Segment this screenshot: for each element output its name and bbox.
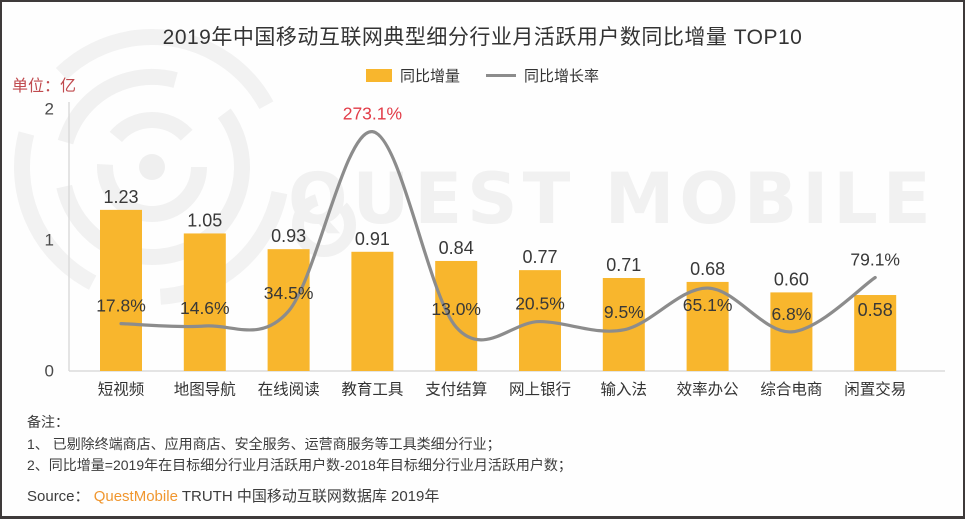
category-label: 支付结算	[425, 380, 487, 399]
category-label: 地图导航	[174, 381, 236, 399]
bar-value-label: 0.71	[606, 255, 641, 275]
category-label: 输入法	[601, 381, 648, 399]
bar-value-label: 0.68	[690, 259, 725, 279]
bar	[519, 270, 561, 371]
category-label: 效率办公	[677, 381, 739, 399]
bar	[267, 249, 310, 371]
y-tick-label: 1	[45, 231, 54, 250]
bar-value-label: 0.77	[522, 247, 557, 267]
growth-rate-label: 65.1%	[683, 295, 733, 315]
bar-value-label: 0.60	[774, 269, 809, 289]
growth-rate-label: 273.1%	[343, 104, 402, 124]
growth-rate-label: 17.8%	[96, 296, 146, 316]
bar	[602, 277, 645, 371]
y-tick-label: 2	[45, 100, 54, 119]
bar-legend-label: 同比增量	[399, 68, 460, 85]
source-suffix: TRUTH 中国移动互联网数据库 2019年	[181, 488, 440, 505]
line-legend-label: 同比增长率	[524, 68, 600, 85]
source-line: Source： QuestMobile TRUTH 中国移动互联网数据库 201…	[27, 485, 439, 506]
bar-value-label: 1.05	[187, 210, 222, 230]
growth-rate-label: 6.8%	[771, 304, 811, 324]
growth-rate-label: 13.0%	[431, 299, 481, 319]
growth-rate-label: 79.1%	[850, 250, 900, 270]
note-line-1: 1、 已剔除终端商店、应用商店、安全服务、运营商服务等工具类细分行业；	[27, 435, 501, 452]
source-brand: QuestMobile	[93, 488, 178, 505]
line-legend-swatch-icon	[486, 74, 516, 77]
bar	[435, 260, 478, 371]
bar	[686, 281, 729, 371]
category-label: 在线阅读	[258, 381, 320, 399]
bar	[770, 292, 813, 371]
bar-legend-swatch-icon	[365, 69, 392, 82]
bar	[100, 209, 142, 371]
bar-value-label: 1.23	[103, 187, 138, 207]
bar-value-label: 0.58	[858, 300, 893, 320]
note-line-2: 2、同比增量=2019年在目标细分行业月活跃用户数-2018年目标细分行业月活跃…	[27, 457, 572, 473]
quest-mobile-text-watermark: QUEST MOBILE	[288, 158, 936, 240]
source-prefix: Source：	[27, 488, 90, 505]
legend: 同比增量 同比增长率	[2, 65, 963, 86]
y-tick-label: 0	[45, 362, 54, 381]
growth-rate-label: 9.5%	[604, 302, 644, 322]
growth-rate-label: 14.6%	[180, 298, 230, 318]
category-label: 闲置交易	[844, 381, 906, 399]
notes-heading: 备注：	[27, 414, 69, 430]
growth-rate-label: 20.5%	[515, 294, 565, 314]
bar-value-label: 0.84	[439, 238, 474, 258]
category-label: 教育工具	[341, 381, 403, 399]
notes-block: 备注： 1、 已剔除终端商店、应用商店、安全服务、运营商服务等工具类细分行业； …	[27, 412, 572, 477]
category-label: 网上银行	[509, 381, 571, 399]
bar	[183, 233, 226, 371]
growth-rate-label: 34.5%	[264, 283, 314, 303]
bar	[854, 295, 897, 371]
chart-title: 2019年中国移动互联网典型细分行业月活跃用户数同比增量 TOP10	[162, 26, 803, 49]
bar	[351, 251, 394, 371]
category-label: 短视频	[98, 381, 145, 399]
category-label: 综合电商	[760, 381, 822, 399]
